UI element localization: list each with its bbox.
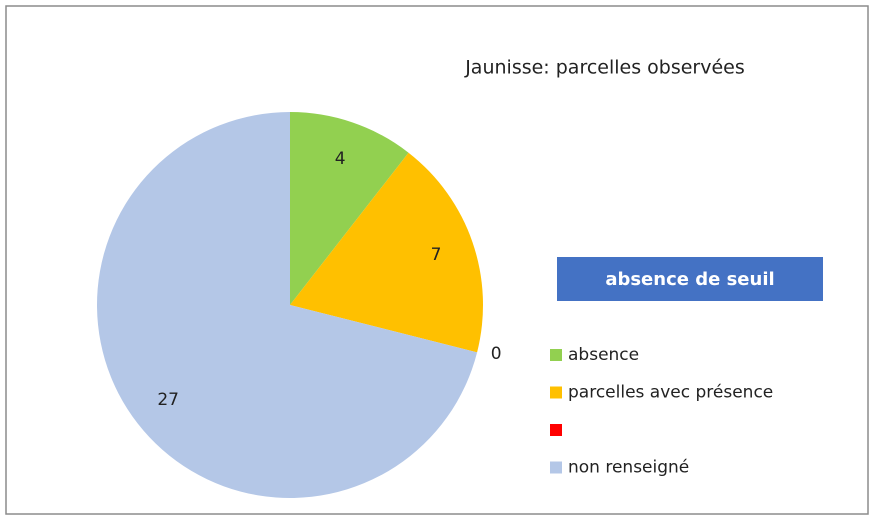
data-label: 0 bbox=[491, 344, 502, 364]
legend-label: absence bbox=[568, 345, 639, 365]
pie-slice bbox=[290, 152, 483, 353]
annotation-box bbox=[557, 257, 823, 301]
annotation: absence de seuil bbox=[605, 269, 774, 290]
data-label: 4 bbox=[335, 149, 346, 169]
chart-title: Jaunisse: parcelles observées bbox=[464, 57, 745, 79]
legend-label: non renseigné bbox=[568, 458, 689, 478]
pie-slice bbox=[96, 112, 478, 499]
legend-swatch bbox=[550, 424, 562, 436]
legend-label: parcelles avec présence bbox=[568, 383, 773, 403]
data-label: 7 bbox=[431, 245, 442, 265]
legend-swatch bbox=[550, 461, 562, 474]
legend-swatch bbox=[550, 386, 562, 399]
pie-slice bbox=[290, 112, 409, 305]
data-label: 27 bbox=[157, 390, 179, 410]
legend-swatch bbox=[550, 349, 562, 361]
